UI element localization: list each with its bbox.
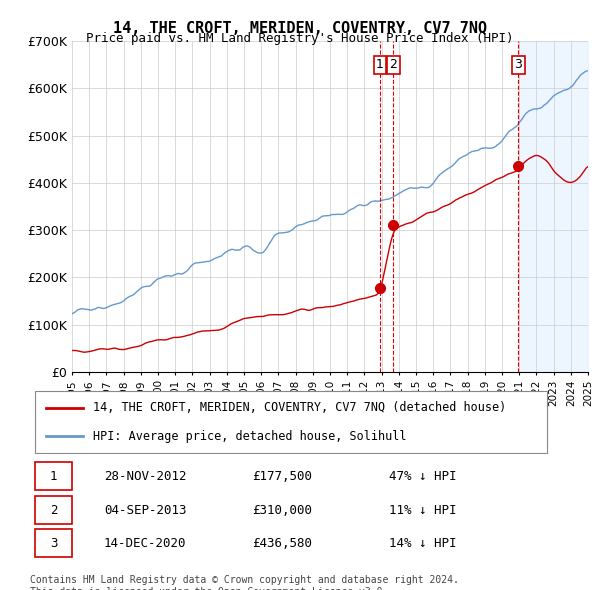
Text: £177,500: £177,500	[252, 470, 312, 483]
FancyBboxPatch shape	[35, 391, 547, 453]
Text: £436,580: £436,580	[252, 537, 312, 550]
Text: 1: 1	[50, 470, 58, 483]
FancyBboxPatch shape	[35, 529, 72, 558]
Text: 14-DEC-2020: 14-DEC-2020	[104, 537, 187, 550]
Text: 14, THE CROFT, MERIDEN, COVENTRY, CV7 7NQ (detached house): 14, THE CROFT, MERIDEN, COVENTRY, CV7 7N…	[94, 401, 506, 414]
Text: 28-NOV-2012: 28-NOV-2012	[104, 470, 187, 483]
Text: Contains HM Land Registry data © Crown copyright and database right 2024.
This d: Contains HM Land Registry data © Crown c…	[30, 575, 459, 590]
Text: 3: 3	[514, 58, 522, 71]
Text: 3: 3	[50, 537, 58, 550]
FancyBboxPatch shape	[35, 496, 72, 524]
Text: 2: 2	[50, 504, 58, 517]
Text: 47% ↓ HPI: 47% ↓ HPI	[389, 470, 457, 483]
Text: 11% ↓ HPI: 11% ↓ HPI	[389, 504, 457, 517]
FancyBboxPatch shape	[35, 462, 72, 490]
Text: Price paid vs. HM Land Registry's House Price Index (HPI): Price paid vs. HM Land Registry's House …	[86, 32, 514, 45]
Text: 14% ↓ HPI: 14% ↓ HPI	[389, 537, 457, 550]
Text: 04-SEP-2013: 04-SEP-2013	[104, 504, 187, 517]
Text: HPI: Average price, detached house, Solihull: HPI: Average price, detached house, Soli…	[94, 430, 407, 442]
Text: 2: 2	[389, 58, 397, 71]
Text: £310,000: £310,000	[252, 504, 312, 517]
Text: 1: 1	[376, 58, 384, 71]
Text: 14, THE CROFT, MERIDEN, COVENTRY, CV7 7NQ: 14, THE CROFT, MERIDEN, COVENTRY, CV7 7N…	[113, 21, 487, 35]
